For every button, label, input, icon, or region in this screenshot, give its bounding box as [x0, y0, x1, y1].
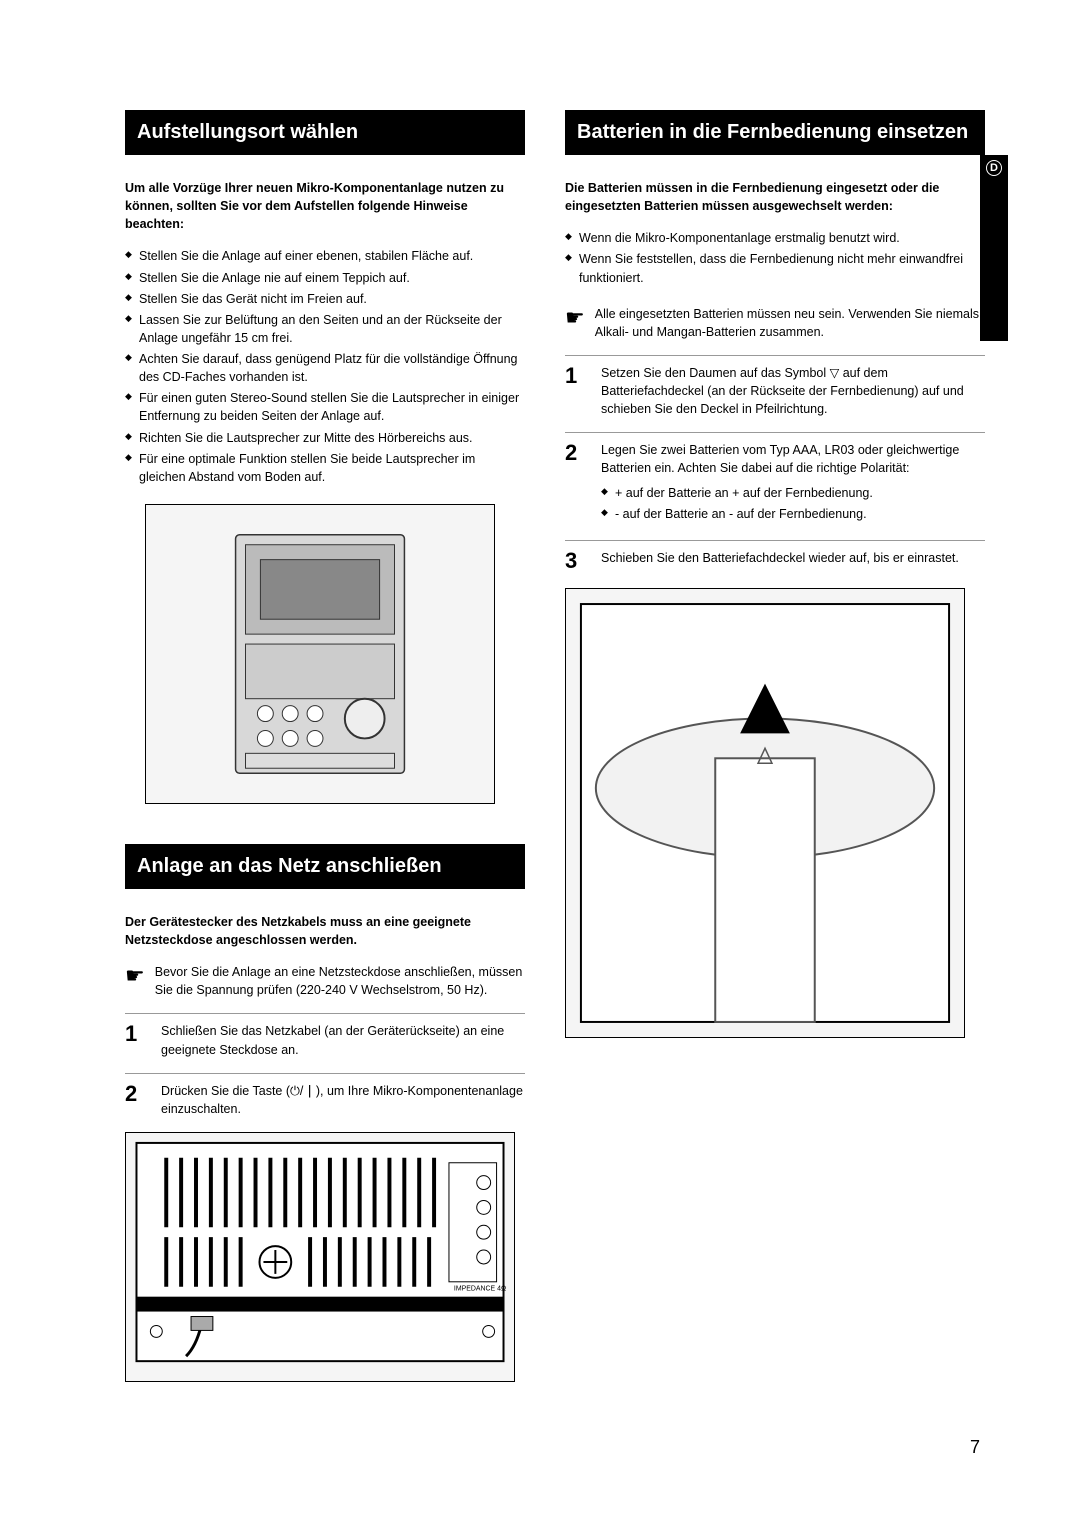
separator	[125, 1013, 525, 1014]
section2-intro: Der Gerätestecker des Netzkabels muss an…	[125, 913, 525, 949]
section1-intro: Um alle Vorzüge Ihrer neuen Mikro-Kompon…	[125, 179, 525, 233]
right-column: Batterien in die Fernbedienung einsetzen…	[565, 110, 985, 1382]
stereo-front-illustration	[145, 504, 495, 804]
step-text: Legen Sie zwei Batterien vom Typ AAA, LR…	[601, 441, 985, 526]
svg-text:IMPEDANCE 4Ω: IMPEDANCE 4Ω	[454, 1286, 506, 1293]
bullet-item: Stellen Sie die Anlage auf einer ebenen,…	[125, 247, 525, 265]
hand-icon: ☛	[565, 305, 585, 341]
bullet-item: Stellen Sie die Anlage nie auf einem Tep…	[125, 269, 525, 287]
separator	[565, 355, 985, 356]
bullet-item: Lassen Sie zur Belüftung an den Seiten u…	[125, 311, 525, 347]
page-number: 7	[970, 1437, 980, 1458]
sub-bullet: + auf der Batterie an + auf der Fernbedi…	[601, 484, 985, 502]
step-row: 2 Drücken Sie die Taste (⏻/┃), um Ihre M…	[125, 1082, 525, 1118]
step-row: 3 Schieben Sie den Batteriefachdeckel wi…	[565, 549, 985, 572]
step-number: 2	[125, 1082, 147, 1118]
separator	[565, 540, 985, 541]
step-sub-bullets: + auf der Batterie an + auf der Fernbedi…	[601, 484, 985, 523]
section2-note-text: Bevor Sie die Anlage an eine Netzsteckdo…	[155, 963, 525, 999]
separator	[565, 432, 985, 433]
page-columns: Aufstellungsort wählen Um alle Vorzüge I…	[125, 110, 985, 1382]
section1-title: Aufstellungsort wählen	[125, 110, 525, 155]
step-main-text: Legen Sie zwei Batterien vom Typ AAA, LR…	[601, 443, 959, 475]
step-row: 2 Legen Sie zwei Batterien vom Typ AAA, …	[565, 441, 985, 526]
bullet-item: Stellen Sie das Gerät nicht im Freien au…	[125, 290, 525, 308]
bullet-item: Für einen guten Stereo-Sound stellen Sie…	[125, 389, 525, 425]
step-number: 1	[125, 1022, 147, 1058]
right-note: ☛ Alle eingesetzten Batterien müssen neu…	[565, 305, 985, 341]
hand-icon: ☛	[125, 963, 145, 999]
left-column: Aufstellungsort wählen Um alle Vorzüge I…	[125, 110, 525, 1382]
step-number: 2	[565, 441, 587, 526]
bullet-item: Wenn Sie feststellen, dass die Fernbedie…	[565, 250, 985, 286]
right-bullets: Wenn die Mikro-Komponentanlage erstmalig…	[565, 229, 985, 286]
step-text: Schließen Sie das Netzkabel (an der Gerä…	[161, 1022, 525, 1058]
right-section-intro: Die Batterien müssen in die Fernbedienun…	[565, 179, 985, 215]
bullet-item: Richten Sie die Lautsprecher zur Mitte d…	[125, 429, 525, 447]
step-number: 3	[565, 549, 587, 572]
bullet-item: Für eine optimale Funktion stellen Sie b…	[125, 450, 525, 486]
right-section-title: Batterien in die Fernbedienung einsetzen	[565, 110, 985, 155]
stereo-rear-illustration: IMPEDANCE 4Ω	[125, 1132, 515, 1382]
step-text: Setzen Sie den Daumen auf das Symbol ▽ a…	[601, 364, 985, 418]
bullet-item: Achten Sie darauf, dass genügend Platz f…	[125, 350, 525, 386]
section1-bullets: Stellen Sie die Anlage auf einer ebenen,…	[125, 247, 525, 486]
separator	[125, 1073, 525, 1074]
step-row: 1 Setzen Sie den Daumen auf das Symbol ▽…	[565, 364, 985, 418]
step-number: 1	[565, 364, 587, 418]
step-text: Drücken Sie die Taste (⏻/┃), um Ihre Mik…	[161, 1082, 525, 1118]
bullet-item: Wenn die Mikro-Komponentanlage erstmalig…	[565, 229, 985, 247]
section2-title: Anlage an das Netz anschließen	[125, 844, 525, 889]
right-note-text: Alle eingesetzten Batterien müssen neu s…	[595, 305, 985, 341]
sub-bullet: - auf der Batterie an - auf der Fernbedi…	[601, 505, 985, 523]
section2-note: ☛ Bevor Sie die Anlage an eine Netzsteck…	[125, 963, 525, 999]
step-row: 1 Schließen Sie das Netzkabel (an der Ge…	[125, 1022, 525, 1058]
battery-compartment-illustration	[565, 588, 965, 1038]
step-text: Schieben Sie den Batteriefachdeckel wied…	[601, 549, 985, 572]
side-tab-letter: D	[986, 160, 1002, 176]
side-tab	[980, 155, 1008, 341]
